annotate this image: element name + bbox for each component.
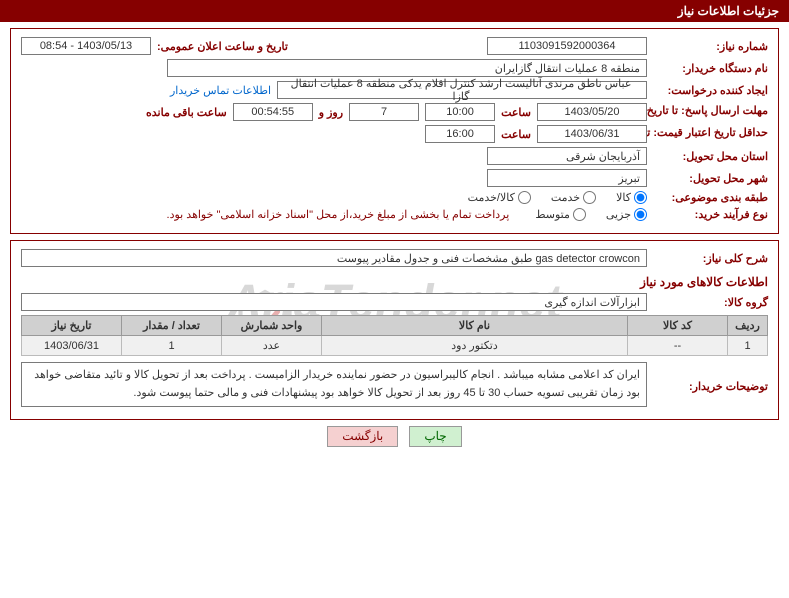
process-medium-label: متوسط (535, 208, 570, 221)
announce-label: تاریخ و ساعت اعلان عمومی: (157, 40, 288, 53)
th-date: تاریخ نیاز (22, 316, 122, 336)
page-title: جزئیات اطلاعات نیاز (678, 4, 779, 18)
need-summary-label: شرح کلی نیاز: (653, 252, 768, 265)
button-row: چاپ بازگشت (0, 426, 789, 447)
price-validity-time-label: ساعت (501, 128, 531, 141)
category-goods-label: کالا (616, 191, 631, 204)
payment-note: پرداخت تمام یا بخشی از مبلغ خرید،از محل … (167, 208, 510, 221)
cell-unit: عدد (222, 336, 322, 356)
remaining-label: ساعت باقی مانده (146, 106, 227, 119)
goods-table: ردیف کد کالا نام کالا واحد شمارش تعداد /… (21, 315, 768, 356)
requester-label: ایجاد کننده درخواست: (653, 84, 768, 97)
goods-group-label: گروه کالا: (653, 296, 768, 309)
price-validity-time: 16:00 (425, 125, 495, 143)
cell-qty: 1 (122, 336, 222, 356)
category-radio-group: کالا خدمت کالا/خدمت (468, 191, 647, 204)
back-button[interactable]: بازگشت (327, 426, 398, 447)
delivery-city-value: تبریز (487, 169, 647, 187)
countdown-value: 00:54:55 (233, 103, 313, 121)
buyer-notes-text: ایران کد اعلامی مشابه میباشد . انجام کال… (21, 362, 647, 407)
response-deadline-label: مهلت ارسال پاسخ: تا تاریخ: (653, 105, 768, 118)
response-date-value: 1403/05/20 (537, 103, 647, 121)
purchase-process-label: نوع فرآیند خرید: (653, 208, 768, 221)
print-button[interactable]: چاپ (409, 426, 461, 447)
th-qty: تعداد / مقدار (122, 316, 222, 336)
days-remaining-value: 7 (349, 103, 419, 121)
cell-date: 1403/06/31 (22, 336, 122, 356)
th-name: نام کالا (322, 316, 628, 336)
category-goods-option[interactable]: کالا (616, 191, 647, 204)
need-number-value: 1103091592000364 (487, 37, 647, 55)
buyer-contact-link[interactable]: اطلاعات تماس خریدار (170, 84, 271, 97)
goods-info-title: اطلاعات کالاهای مورد نیاز (21, 275, 768, 289)
category-goods-radio[interactable] (634, 191, 647, 204)
th-row: ردیف (728, 316, 768, 336)
category-service-label: خدمت (551, 191, 580, 204)
table-row: 1 -- دتکتور دود عدد 1 1403/06/31 (22, 336, 768, 356)
details-panel: شرح کلی نیاز: gas detector crowcon طبق م… (10, 240, 779, 420)
cell-name: دتکتور دود (322, 336, 628, 356)
need-number-label: شماره نیاز: (653, 40, 768, 53)
th-unit: واحد شمارش (222, 316, 322, 336)
delivery-province-value: آذربایجان شرقی (487, 147, 647, 165)
category-service-radio[interactable] (583, 191, 596, 204)
process-partial-option[interactable]: جزیی (606, 208, 647, 221)
category-goods-service-option[interactable]: کالا/خدمت (468, 191, 531, 204)
category-label: طبقه بندی موضوعی: (653, 191, 768, 204)
response-time-label: ساعت (501, 106, 531, 119)
process-radio-group: جزیی متوسط (535, 208, 647, 221)
category-goods-service-label: کالا/خدمت (468, 191, 515, 204)
price-validity-label: حداقل تاریخ اعتبار قیمت: تا تاریخ: (653, 127, 768, 140)
process-medium-radio[interactable] (573, 208, 586, 221)
category-service-option[interactable]: خدمت (551, 191, 596, 204)
th-code: کد کالا (628, 316, 728, 336)
cell-code: -- (628, 336, 728, 356)
delivery-province-label: استان محل تحویل: (653, 150, 768, 163)
response-time-value: 10:00 (425, 103, 495, 121)
buyer-org-value: منطقه 8 عملیات انتقال گازایران (167, 59, 647, 77)
buyer-org-label: نام دستگاه خریدار: (653, 62, 768, 75)
goods-group-value: ابزارآلات اندازه گیری (21, 293, 647, 311)
need-summary-value: gas detector crowcon طبق مشخصات فنی و جد… (21, 249, 647, 267)
delivery-city-label: شهر محل تحویل: (653, 172, 768, 185)
announce-value: 1403/05/13 - 08:54 (21, 37, 151, 55)
days-and-label: روز و (319, 106, 343, 119)
process-medium-option[interactable]: متوسط (535, 208, 586, 221)
process-partial-radio[interactable] (634, 208, 647, 221)
category-goods-service-radio[interactable] (518, 191, 531, 204)
price-validity-date: 1403/06/31 (537, 125, 647, 143)
process-partial-label: جزیی (606, 208, 631, 221)
requester-value: عباس ناطق مرندی آنالیست ارشد کنترل اقلام… (277, 81, 647, 99)
buyer-notes-label: توضیحات خریدار: (653, 362, 768, 393)
main-form-panel: شماره نیاز: 1103091592000364 تاریخ و ساع… (10, 28, 779, 234)
page-title-bar: جزئیات اطلاعات نیاز (0, 0, 789, 22)
cell-row: 1 (728, 336, 768, 356)
